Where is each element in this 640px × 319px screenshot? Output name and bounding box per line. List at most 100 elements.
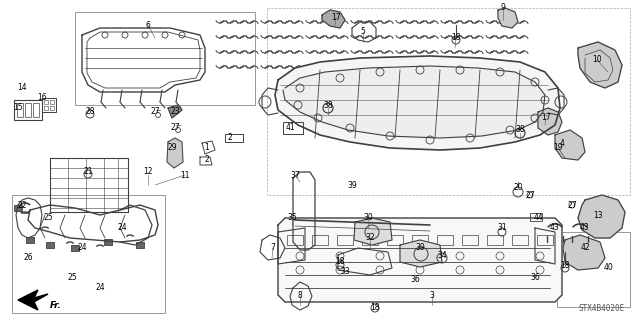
Bar [337,235,353,245]
Bar [42,98,56,112]
Text: 43: 43 [580,224,590,233]
Bar [537,235,553,245]
Text: 13: 13 [593,211,603,219]
Bar [557,232,630,307]
Text: 25: 25 [43,213,53,222]
Text: 34: 34 [437,250,447,259]
Bar [46,242,54,248]
Polygon shape [283,66,545,138]
Bar [50,106,54,110]
Text: 24: 24 [117,224,127,233]
Polygon shape [354,218,392,245]
Bar [50,100,54,104]
Bar [44,106,48,110]
Text: 33: 33 [340,268,350,277]
Bar [387,235,403,245]
Text: 18: 18 [371,303,380,313]
Text: 29: 29 [167,144,177,152]
Text: 30: 30 [363,213,373,222]
Text: 16: 16 [37,93,47,102]
Text: 36: 36 [410,276,420,285]
Text: 21: 21 [83,167,93,176]
Bar [25,103,31,117]
Bar [287,235,303,245]
Text: 26: 26 [23,254,33,263]
Text: 2: 2 [228,133,232,143]
Text: 8: 8 [298,292,302,300]
Text: 3: 3 [429,292,435,300]
Text: 38: 38 [515,125,525,135]
Text: 18: 18 [560,261,570,270]
Polygon shape [555,130,585,160]
Text: 37: 37 [290,170,300,180]
Text: 27: 27 [567,201,577,210]
Bar [267,8,630,195]
Text: 18: 18 [451,33,461,42]
Text: 27: 27 [525,190,535,199]
Text: 5: 5 [360,27,365,36]
Text: 24: 24 [77,243,87,253]
Polygon shape [578,195,625,238]
Text: 38: 38 [323,100,333,109]
Bar [33,103,39,117]
Bar [26,237,34,243]
Bar [136,242,144,248]
Text: 28: 28 [85,108,95,116]
Bar [487,235,503,245]
Text: 43: 43 [550,224,560,233]
Text: 22: 22 [17,201,27,210]
Text: 20: 20 [513,183,523,192]
Bar [512,235,528,245]
Text: 41: 41 [285,123,295,132]
Text: 42: 42 [580,243,590,253]
Text: 25: 25 [67,273,77,283]
Text: 35: 35 [287,213,297,222]
Bar [71,245,79,251]
Bar [14,205,22,211]
Bar [44,100,48,104]
Text: 11: 11 [180,170,189,180]
Polygon shape [563,235,605,270]
Text: 39: 39 [347,181,357,189]
Text: 1: 1 [205,144,209,152]
Text: 27: 27 [170,123,180,132]
Polygon shape [498,8,518,28]
Bar [225,134,243,142]
Text: 9: 9 [500,4,506,12]
Text: 10: 10 [592,56,602,64]
Text: 14: 14 [17,84,27,93]
Bar [462,235,478,245]
Text: 36: 36 [530,273,540,283]
Text: 23: 23 [170,108,180,116]
Bar [12,195,165,313]
Polygon shape [278,218,562,302]
Text: 12: 12 [143,167,153,176]
Text: STX4B4020E: STX4B4020E [579,304,625,313]
Text: 7: 7 [271,243,275,253]
Bar [75,12,255,105]
Polygon shape [168,105,182,118]
Polygon shape [538,108,562,135]
Text: 27: 27 [150,108,160,116]
Text: 18: 18 [335,257,345,266]
Bar [437,235,453,245]
Text: Fr.: Fr. [50,300,61,309]
Bar [17,103,23,117]
Text: 19: 19 [553,144,563,152]
Text: 17: 17 [541,114,551,122]
Text: 6: 6 [145,20,150,29]
Polygon shape [400,240,442,267]
Text: 39: 39 [415,243,425,253]
Text: 31: 31 [497,224,507,233]
Polygon shape [578,42,622,88]
Text: 4: 4 [559,138,564,147]
Bar [412,235,428,245]
Text: 15: 15 [13,103,23,113]
Polygon shape [18,290,48,310]
Bar [530,213,542,221]
Bar [362,235,378,245]
Polygon shape [167,138,183,168]
Text: 44: 44 [533,213,543,222]
Bar [312,235,328,245]
Polygon shape [322,10,345,28]
